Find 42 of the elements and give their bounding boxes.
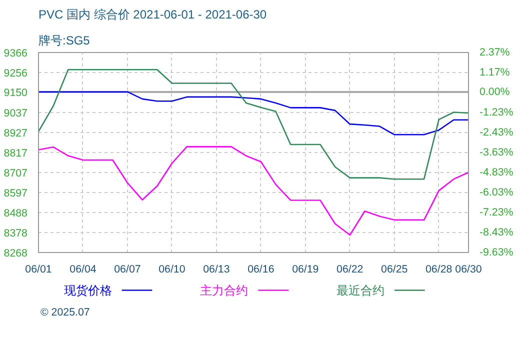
y-tick-label: 8597 — [4, 188, 28, 200]
x-tick-label: 06/04 — [70, 264, 96, 276]
line-series — [38, 91, 468, 136]
text: © 2025.07 — [40, 306, 90, 318]
y-tick-label: 8488 — [4, 207, 28, 220]
y-tick-label: 9150 — [4, 86, 28, 99]
y-tick-label: 9366 — [4, 48, 28, 60]
y2-tick-label: -7.23% — [480, 206, 514, 218]
y2-tick-label: -2.43% — [480, 126, 514, 138]
y-tick-label: 9037 — [4, 107, 28, 120]
y2-tick-label: -1.23% — [480, 106, 514, 118]
y2-tick-label: 2.37% — [480, 46, 510, 58]
x-tick-label: 06/10 — [158, 264, 186, 276]
x-tick-label: 06/13 — [203, 264, 230, 276]
legend-label: 最近合约 — [336, 283, 384, 298]
y2-tick-label: 1.17% — [480, 66, 510, 78]
legend-label: 现货价格 — [64, 283, 112, 298]
x-tick-label: 06/19 — [292, 264, 319, 276]
legend-label: 主力合约 — [200, 283, 248, 298]
x-tick-label: 06/16 — [248, 264, 274, 276]
y-tick-label: 8707 — [4, 168, 28, 180]
line-series — [38, 68, 468, 180]
y2-tick-label: -4.83% — [480, 166, 514, 178]
x-tick-label: 06/22 — [336, 264, 364, 276]
y-tick-label: 8268 — [4, 248, 28, 260]
x-tick-label: 06/01 — [25, 264, 52, 276]
y2-tick-label: -6.03% — [480, 186, 514, 198]
y-tick-label: 9256 — [4, 68, 28, 80]
y2-tick-label: -9.63% — [480, 246, 514, 258]
chart-subtitle: 牌号:SG5 — [38, 34, 90, 48]
y-tick-label: 8817 — [4, 148, 28, 160]
y2-tick-label: -8.43% — [480, 226, 514, 238]
y-tick-label: 8927 — [4, 127, 28, 140]
x-tick-label: 06/28 — [426, 264, 452, 276]
chart-title: PVC 国内 综合价 2021-06-01 - 2021-06-30 — [38, 8, 267, 22]
y-tick-label: 8378 — [4, 227, 28, 240]
x-tick-label: 06/30 — [455, 264, 482, 276]
y2-tick-label: 0.00% — [480, 86, 510, 98]
x-tick-label: 06/25 — [381, 264, 408, 276]
y2-tick-label: -3.63% — [480, 146, 514, 158]
x-tick-label: 06/07 — [114, 264, 141, 276]
line-series — [38, 146, 468, 236]
